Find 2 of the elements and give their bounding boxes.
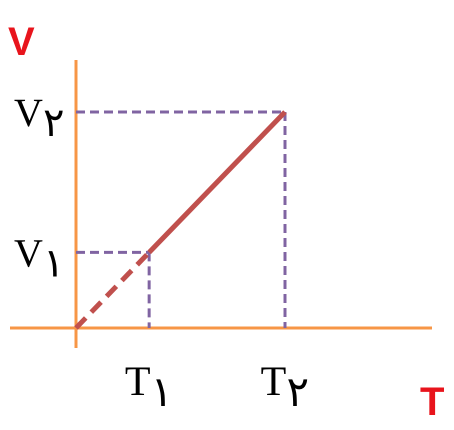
y-axis-title: V [8, 20, 35, 64]
x-axis-title: T [420, 380, 444, 424]
